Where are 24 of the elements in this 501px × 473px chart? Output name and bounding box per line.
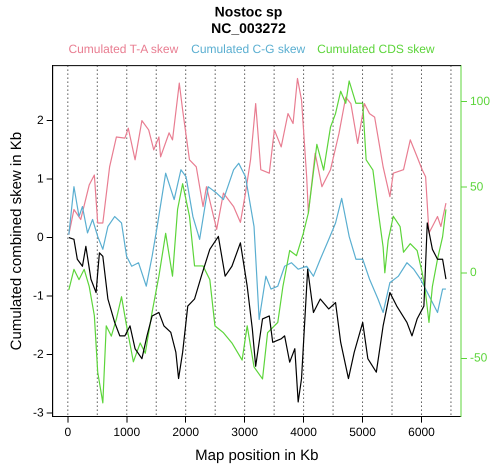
chart-subtitle: NC_003272 xyxy=(211,20,286,36)
chart-title: Nostoc sp xyxy=(214,3,282,20)
x-axis-title: Map position in Kb xyxy=(195,447,319,464)
x-tick-label: 4000 xyxy=(290,425,318,440)
y2-tick-label: -50 xyxy=(470,350,488,365)
y-tick-label: -2 xyxy=(33,346,44,361)
x-tick-label: 5000 xyxy=(349,425,376,440)
x-tick-label: 1000 xyxy=(113,425,140,440)
y2-tick-label: 0 xyxy=(470,265,477,280)
x-tick-label: 0 xyxy=(64,425,72,440)
y2-tick-label: 100 xyxy=(470,94,490,108)
y-tick-label: -1 xyxy=(33,288,44,302)
y-tick-label: 2 xyxy=(36,112,44,127)
x-tick-label: 6000 xyxy=(408,425,436,440)
y-tick-label: 1 xyxy=(36,171,44,186)
y2-tick-label: 50 xyxy=(470,179,484,194)
x-tick-label: 3000 xyxy=(231,425,258,440)
y-axis-title: Cumulated combined skew in Kb xyxy=(8,132,26,350)
y-tick-label: 0 xyxy=(36,230,44,244)
y-tick-label: -3 xyxy=(33,405,44,420)
x-tick-label: 2000 xyxy=(172,425,200,440)
text: Cumulated T-A skew xyxy=(68,42,179,56)
text: Cumulated C-G skew xyxy=(191,42,306,56)
text: Cumulated CDS skew xyxy=(317,42,435,56)
